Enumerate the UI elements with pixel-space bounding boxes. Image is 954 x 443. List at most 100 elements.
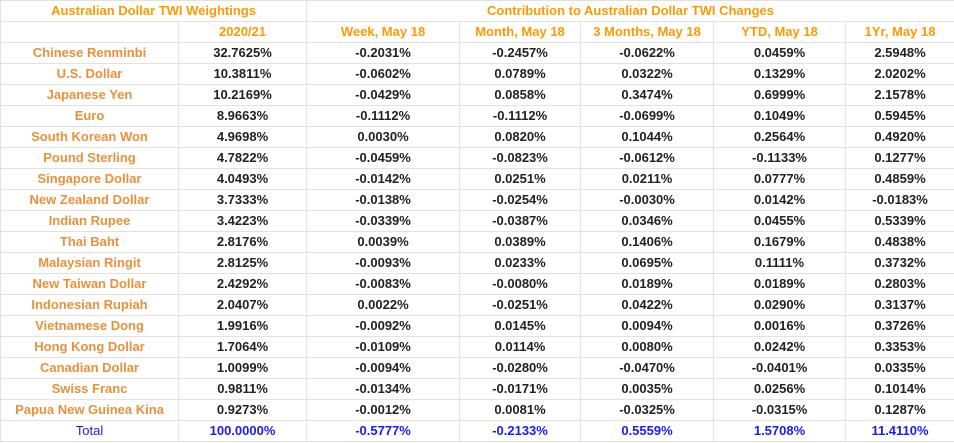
table-row: Singapore Dollar 4.0493% -0.0142% 0.0251% 0.… bbox=[0, 168, 954, 190]
value-cell: 0.4838% bbox=[845, 231, 954, 253]
value-cell: -0.0325% bbox=[580, 399, 715, 421]
currency-name: Euro bbox=[0, 105, 179, 127]
value-cell: 2.8176% bbox=[177, 231, 308, 253]
value-cell: -0.1112% bbox=[306, 105, 461, 127]
value-cell: 0.0777% bbox=[713, 168, 847, 190]
table-row: Papua New Guinea Kina 0.9273% -0.0012% 0.00… bbox=[0, 399, 954, 421]
value-cell: -0.0030% bbox=[580, 189, 715, 211]
value-cell: 0.0016% bbox=[713, 315, 847, 337]
currency-name: Thai Baht bbox=[0, 231, 179, 253]
value-cell: 4.7822% bbox=[177, 147, 308, 169]
value-cell: 0.9811% bbox=[177, 378, 308, 400]
currency-name: Indonesian Rupiah bbox=[0, 294, 179, 316]
value-cell: 1.0099% bbox=[177, 357, 308, 379]
value-cell: -0.0094% bbox=[306, 357, 461, 379]
value-cell: -0.0012% bbox=[306, 399, 461, 421]
table-row: Canadian Dollar 1.0099% -0.0094% -0.0280% -0… bbox=[0, 357, 954, 379]
column-header-row: 2020/21 Week, May 18 Month, May 18 3 Mon… bbox=[0, 21, 954, 43]
value-cell: 0.1044% bbox=[580, 126, 715, 148]
currency-name: Indian Rupee bbox=[0, 210, 179, 232]
table-row: New Zealand Dollar 3.7333% -0.0138% -0.0254… bbox=[0, 189, 954, 211]
column-header: 3 Months, May 18 bbox=[580, 21, 715, 43]
value-cell: 2.5948% bbox=[845, 42, 954, 64]
total-value: 100.0000% bbox=[177, 420, 308, 442]
currency-name: Malaysian Ringit bbox=[0, 252, 179, 274]
value-cell: 2.4292% bbox=[177, 273, 308, 295]
value-cell: 4.0493% bbox=[177, 168, 308, 190]
value-cell: 0.1277% bbox=[845, 147, 954, 169]
value-cell: 0.0459% bbox=[713, 42, 847, 64]
value-cell: 3.7333% bbox=[177, 189, 308, 211]
value-cell: -0.2031% bbox=[306, 42, 461, 64]
table-row: New Taiwan Dollar 2.4292% -0.0083% -0.0080%… bbox=[0, 273, 954, 295]
value-cell: 0.0251% bbox=[459, 168, 582, 190]
table-row: Hong Kong Dollar 1.7064% -0.0109% 0.0114% 0.… bbox=[0, 336, 954, 358]
table-row: Euro 8.9663% -0.1112% -0.1112% -0.0699% 0.104… bbox=[0, 105, 954, 127]
value-cell: 0.0189% bbox=[580, 273, 715, 295]
currency-name: Hong Kong Dollar bbox=[0, 336, 179, 358]
value-cell: -0.0401% bbox=[713, 357, 847, 379]
value-cell: -0.0612% bbox=[580, 147, 715, 169]
value-cell: 0.0035% bbox=[580, 378, 715, 400]
value-cell: 0.0422% bbox=[580, 294, 715, 316]
currency-name: Singapore Dollar bbox=[0, 168, 179, 190]
value-cell: 0.5339% bbox=[845, 210, 954, 232]
total-value: -0.2133% bbox=[459, 420, 582, 442]
value-cell: 0.0322% bbox=[580, 63, 715, 85]
currency-name: Vietnamese Dong bbox=[0, 315, 179, 337]
currency-name: New Taiwan Dollar bbox=[0, 273, 179, 295]
weightings-group-header: Australian Dollar TWI Weightings bbox=[0, 0, 308, 22]
currency-name: Papua New Guinea Kina bbox=[0, 399, 179, 421]
value-cell: 2.0202% bbox=[845, 63, 954, 85]
value-cell: 0.6999% bbox=[713, 84, 847, 106]
table-row: Vietnamese Dong 1.9916% -0.0092% 0.0145% 0.0… bbox=[0, 315, 954, 337]
table-row: Chinese Renminbi 32.7625% -0.2031% -0.2457%… bbox=[0, 42, 954, 64]
table-row: Thai Baht 2.8176% 0.0039% 0.0389% 0.1406% 0.1… bbox=[0, 231, 954, 253]
currency-name: Chinese Renminbi bbox=[0, 42, 179, 64]
value-cell: -0.0280% bbox=[459, 357, 582, 379]
value-cell: 0.1111% bbox=[713, 252, 847, 274]
value-cell: 0.0820% bbox=[459, 126, 582, 148]
value-cell: -0.1112% bbox=[459, 105, 582, 127]
column-header: YTD, May 18 bbox=[713, 21, 847, 43]
value-cell: 0.5945% bbox=[845, 105, 954, 127]
value-cell: 0.3732% bbox=[845, 252, 954, 274]
currency-name: Swiss Franc bbox=[0, 378, 179, 400]
value-cell: -0.0699% bbox=[580, 105, 715, 127]
value-cell: 0.0189% bbox=[713, 273, 847, 295]
value-cell: -0.0171% bbox=[459, 378, 582, 400]
value-cell: -0.0092% bbox=[306, 315, 461, 337]
value-cell: 0.4920% bbox=[845, 126, 954, 148]
currency-name: U.S. Dollar bbox=[0, 63, 179, 85]
value-cell: 0.0346% bbox=[580, 210, 715, 232]
value-cell: 0.1329% bbox=[713, 63, 847, 85]
value-cell: 0.3137% bbox=[845, 294, 954, 316]
value-cell: 0.0335% bbox=[845, 357, 954, 379]
currency-name: Pound Sterling bbox=[0, 147, 179, 169]
currency-name: New Zealand Dollar bbox=[0, 189, 179, 211]
value-cell: 0.0858% bbox=[459, 84, 582, 106]
value-cell: 0.0142% bbox=[713, 189, 847, 211]
value-cell: -0.0251% bbox=[459, 294, 582, 316]
currency-name: Canadian Dollar bbox=[0, 357, 179, 379]
column-header: Month, May 18 bbox=[459, 21, 582, 43]
value-cell: 0.0789% bbox=[459, 63, 582, 85]
value-cell: 0.0030% bbox=[306, 126, 461, 148]
value-cell: -0.0602% bbox=[306, 63, 461, 85]
value-cell: -0.0823% bbox=[459, 147, 582, 169]
total-value: 0.5559% bbox=[580, 420, 715, 442]
total-label: Total bbox=[0, 420, 179, 442]
value-cell: -0.0622% bbox=[580, 42, 715, 64]
value-cell: -0.2457% bbox=[459, 42, 582, 64]
value-cell: 0.1014% bbox=[845, 378, 954, 400]
value-cell: 0.0242% bbox=[713, 336, 847, 358]
value-cell: 0.1287% bbox=[845, 399, 954, 421]
group-header-row: Australian Dollar TWI Weightings Contrib… bbox=[0, 0, 954, 22]
value-cell: -0.0109% bbox=[306, 336, 461, 358]
value-cell: 10.2169% bbox=[177, 84, 308, 106]
value-cell: 0.3726% bbox=[845, 315, 954, 337]
value-cell: -0.0138% bbox=[306, 189, 461, 211]
value-cell: 0.0233% bbox=[459, 252, 582, 274]
value-cell: 0.0211% bbox=[580, 168, 715, 190]
value-cell: 0.0114% bbox=[459, 336, 582, 358]
